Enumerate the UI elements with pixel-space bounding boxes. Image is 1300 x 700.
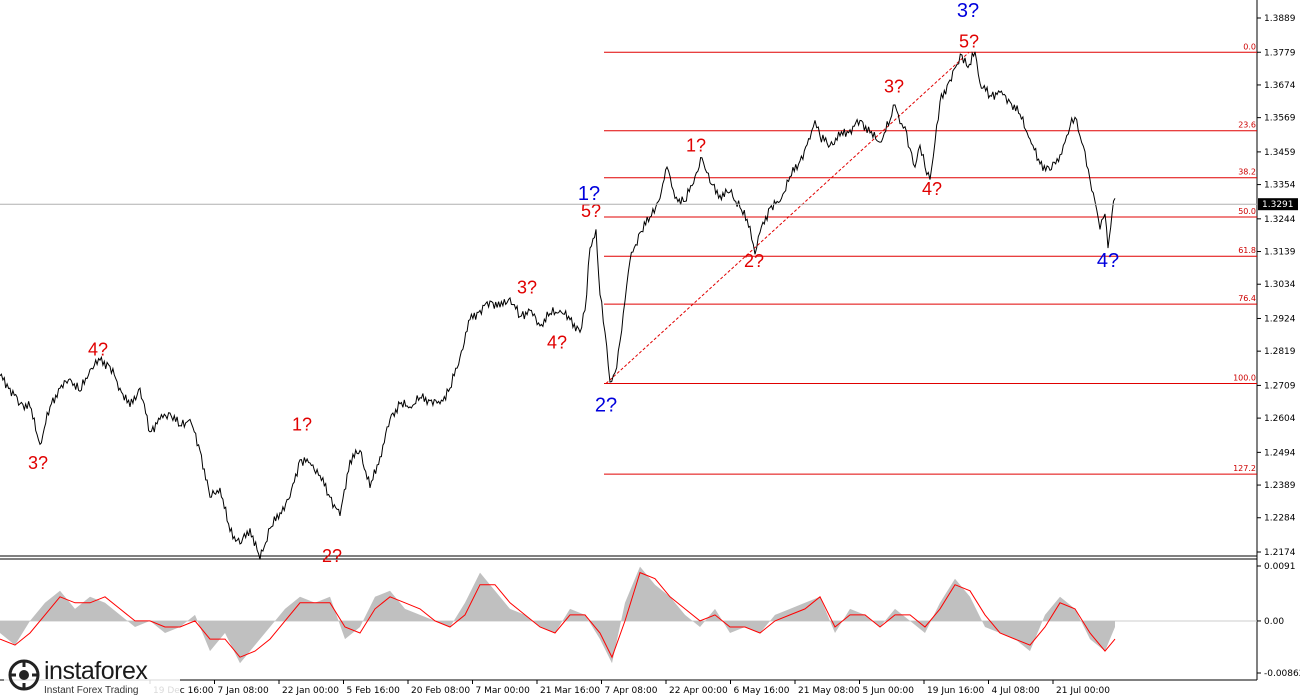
time-tick-label: 22 Jan 00:00 (282, 686, 339, 696)
price-tick-label: 1.3674 (1264, 81, 1296, 91)
time-tick-label: 7 Mar 00:00 (476, 686, 531, 696)
current-price-label: 1.3291 (1262, 200, 1294, 210)
time-tick-label: 4 Jul 08:00 (992, 686, 1041, 696)
instaforex-logo: instaforex Instant Forex Trading (4, 655, 180, 697)
wave-label-red: 1? (686, 136, 706, 156)
wave-label-red: 3? (884, 76, 904, 96)
wave-label-blue: 1? (578, 183, 600, 205)
oscillator-pane (0, 566, 1257, 664)
price-tick-label: 1.3569 (1264, 114, 1296, 124)
wave-label-blue: 4? (1097, 250, 1119, 272)
fib-level-label: 38.2 (1238, 168, 1256, 177)
time-tick-label: 7 Apr 08:00 (605, 686, 658, 696)
current-price-box (1258, 198, 1298, 211)
fib-level-label: 76.4 (1238, 294, 1256, 303)
price-tick-label: 1.2389 (1264, 481, 1296, 491)
wave-label-red: 1? (292, 414, 312, 434)
price-tick-label: 1.3459 (1264, 148, 1296, 158)
time-tick-label: 7 Jan 08:00 (218, 686, 270, 696)
oscillator-tick-label: 0.00 (1264, 617, 1284, 627)
wave-label-red: 4? (88, 340, 108, 360)
wave-label-red: 2? (322, 546, 342, 566)
fib-level-label: 61.8 (1238, 246, 1256, 255)
wave-label-red: 3? (517, 277, 537, 297)
price-tick-label: 1.2709 (1264, 381, 1296, 391)
logo-tagline: Instant Forex Trading (44, 685, 139, 696)
wave-label-red: 2? (744, 251, 764, 271)
fib-level-label: 127.2 (1233, 464, 1256, 473)
fibonacci-levels: 0.0 23.6 38.2 50.0 61.8 76.4 100.0 127.2 (604, 42, 1257, 475)
wave-label-blue: 2? (595, 395, 617, 417)
time-tick-label: 21 Mar 16:00 (540, 686, 600, 696)
wave-labels: 3?4?1?2?3?4?5?1?2?1?2?3?4?5?3?4? (28, 0, 1119, 566)
time-tick-label: 5 Jun 00:00 (863, 686, 915, 696)
fib-level-label: 100.0 (1233, 374, 1256, 383)
price-tick-label: 1.2924 (1264, 314, 1296, 324)
current-price-marker: 1.3291 (0, 198, 1298, 211)
oscillator-signal-line (0, 571, 1116, 659)
price-tick-label: 1.2819 (1264, 347, 1296, 357)
wave-label-red: 3? (28, 453, 48, 473)
time-tick-label: 21 Jul 00:00 (1056, 686, 1110, 696)
logo-mark-icon (8, 659, 40, 691)
price-series (0, 51, 1116, 560)
price-tick-label: 1.3354 (1264, 181, 1296, 191)
price-tick-label: 1.2494 (1264, 448, 1296, 458)
time-tick-label: 19 Jun 16:00 (927, 686, 984, 696)
price-tick-label: 1.3779 (1264, 48, 1296, 58)
wave-label-red: 5? (581, 201, 601, 221)
oscillator-axis: 0.0091 0.00 -0.00862 (1257, 562, 1300, 679)
time-axis: 19 Dec 16:00 7 Jan 08:00 22 Jan 00:00 5 Feb… (149, 680, 1110, 696)
fib-level-label: 0.0 (1243, 42, 1256, 51)
wave-label-red: 4? (547, 333, 567, 353)
price-tick-label: 1.3034 (1264, 280, 1296, 290)
price-tick-label: 1.2174 (1264, 548, 1296, 558)
oscillator-histogram (0, 566, 1115, 664)
oscillator-tick-label: 0.0091 (1264, 562, 1296, 572)
fib-level-label: 23.6 (1238, 121, 1256, 130)
wave-label-blue: 3? (957, 0, 979, 22)
price-tick-label: 1.2284 (1264, 514, 1296, 524)
time-tick-label: 5 Feb 16:00 (347, 686, 401, 696)
price-tick-label: 1.2604 (1264, 414, 1296, 424)
time-tick-label: 21 May 08:00 (798, 686, 860, 696)
fib-level-label: 50.0 (1238, 207, 1256, 216)
fib-trend-line (605, 51, 970, 384)
price-tick-label: 1.3139 (1264, 248, 1296, 258)
wave-label-red: 4? (922, 179, 942, 199)
time-tick-label: 19 Dec 16:00 (153, 686, 214, 696)
price-tick-label: 1.3244 (1264, 215, 1296, 225)
oscillator-tick-label: -0.00862 (1264, 669, 1300, 679)
time-tick-label: 6 May 16:00 (734, 686, 790, 696)
logo-name: instaforex (44, 657, 148, 685)
trend-line (605, 51, 970, 384)
price-tick-label: 1.3889 (1264, 14, 1296, 24)
time-tick-label: 22 Apr 00:00 (669, 686, 728, 696)
price-axis: 1.3889 1.3779 1.3674 1.3569 1.3459 1.3354 1.32… (1257, 14, 1296, 558)
time-tick-label: 20 Feb 08:00 (411, 686, 470, 696)
price-line (0, 51, 1116, 560)
wave-label-red: 5? (959, 31, 979, 51)
